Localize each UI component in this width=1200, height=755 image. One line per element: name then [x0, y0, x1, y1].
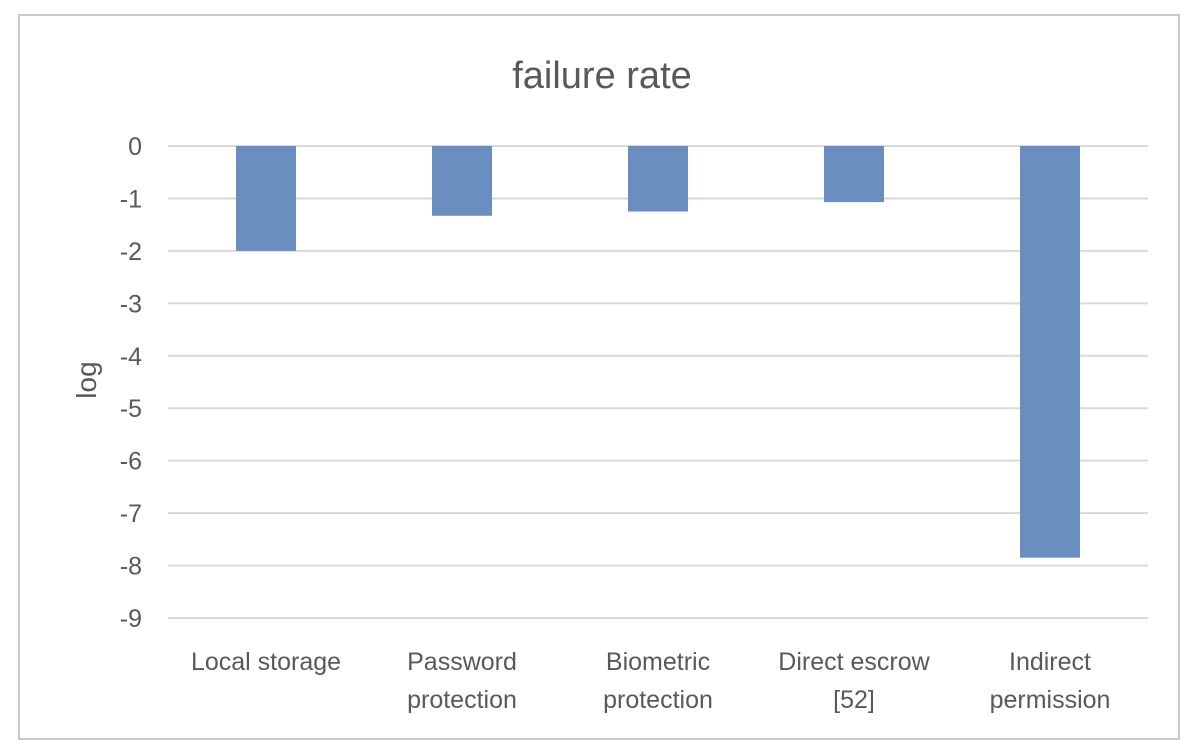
y-tick-label: -4	[120, 343, 142, 371]
bar	[628, 146, 688, 212]
x-category-label: [52]	[833, 686, 875, 714]
y-tick-label: -6	[120, 448, 142, 476]
x-category-label: Local storage	[191, 648, 341, 676]
y-tick-label: 0	[128, 133, 142, 161]
bar	[236, 146, 296, 251]
y-tick-label: -2	[120, 238, 142, 266]
y-tick-label: -9	[120, 605, 142, 633]
y-tick-label: -1	[120, 185, 142, 213]
y-tick-label: -3	[120, 290, 142, 318]
x-category-label: permission	[990, 686, 1111, 714]
chart-title: failure rate	[512, 55, 692, 97]
y-tick-label: -7	[120, 500, 142, 528]
y-tick-label: -5	[120, 395, 142, 423]
x-category-label: Password	[407, 648, 517, 676]
y-tick-label: -8	[120, 553, 142, 581]
bar	[824, 146, 884, 203]
x-category-label: protection	[407, 686, 517, 714]
x-category-label: Direct escrow	[778, 648, 930, 676]
bar	[1020, 146, 1080, 558]
x-category-label: Indirect	[1009, 648, 1091, 676]
bar	[432, 146, 492, 216]
y-axis-label: log	[71, 361, 102, 398]
x-category-label: Biometric	[606, 648, 710, 676]
x-category-label: protection	[603, 686, 713, 714]
